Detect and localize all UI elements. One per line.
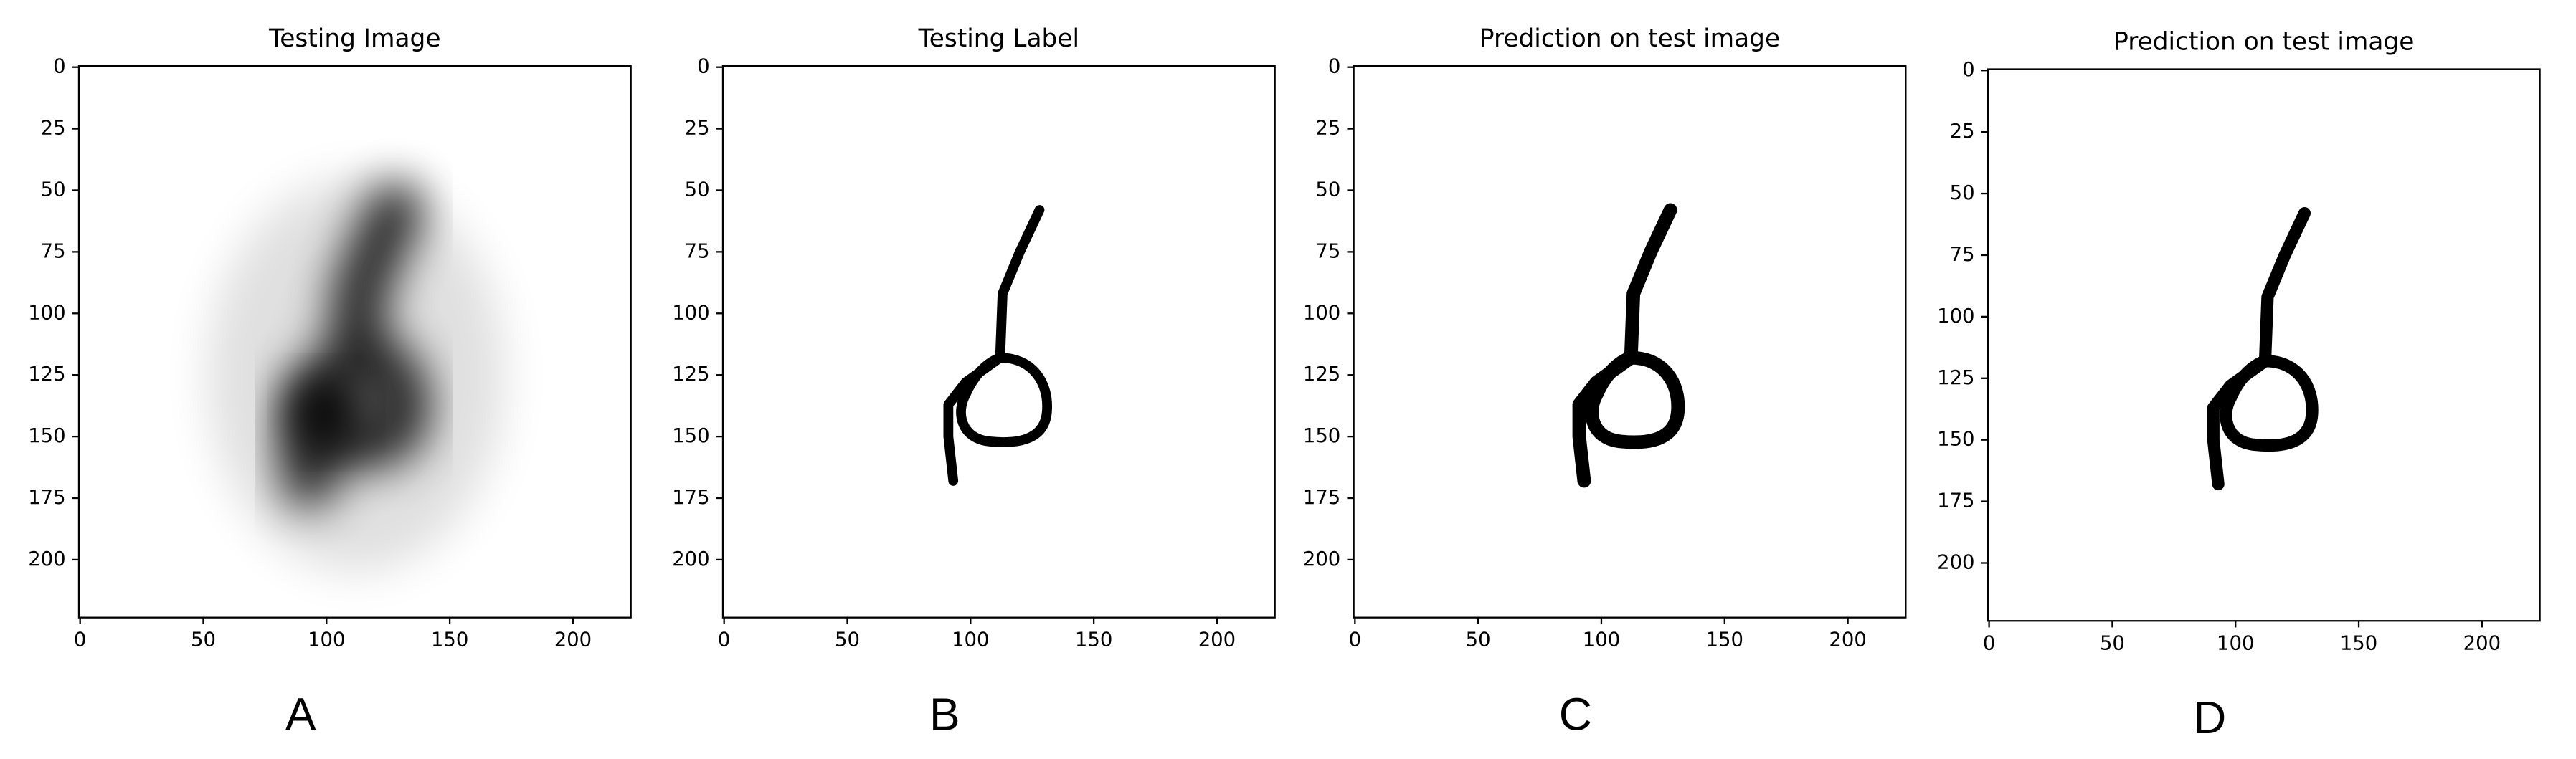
y-tick-label: 75 — [1950, 243, 1975, 266]
panel-title: Prediction on test image — [2113, 27, 2414, 56]
panel: 0 50 100 150 200 0 25 50 75 100 125 150 175 200 Predic… — [1937, 27, 2541, 743]
stroke — [948, 210, 1047, 481]
x-tick-label: 100 — [952, 629, 989, 651]
y-tick-label: 100 — [28, 301, 65, 324]
x-tick-label: 100 — [308, 629, 345, 651]
y-tick-label: 125 — [672, 363, 709, 386]
y-tick-label: 175 — [1937, 490, 1974, 512]
panel: 0 50 100 150 200 0 25 50 75 100 125 150 175 200 Testin… — [672, 24, 1276, 740]
image — [948, 210, 1047, 481]
y-tick-label: 150 — [1937, 428, 1974, 451]
panel-label: D — [2193, 692, 2226, 743]
x-tick-label: 150 — [2340, 631, 2377, 654]
y-tick-label: 100 — [672, 301, 709, 324]
y-tick-label: 125 — [1303, 363, 1340, 386]
y-tick-label: 200 — [28, 548, 65, 571]
blob — [297, 382, 356, 441]
image — [1579, 210, 1678, 481]
axes-frame — [1987, 68, 2541, 622]
image — [208, 178, 504, 573]
y-tick-label: 75 — [1315, 239, 1340, 262]
y-tick-label: 100 — [1303, 301, 1340, 324]
axes-frame — [721, 65, 1276, 619]
y-tick-label: 200 — [1303, 548, 1340, 571]
axes-frame — [77, 65, 632, 619]
y-tick-label: 75 — [41, 239, 66, 262]
x-tick-label: 150 — [431, 629, 468, 651]
y-tick-label: 50 — [1950, 181, 1975, 204]
panel-title: Testing Label — [918, 24, 1079, 53]
x-tick-label: 50 — [1466, 629, 1491, 651]
y-tick-label: 0 — [1328, 55, 1340, 78]
x-tick-label: 50 — [835, 629, 860, 651]
y-tick-label: 100 — [1937, 305, 1974, 328]
y-tick-label: 25 — [1315, 117, 1340, 140]
x-tick-label: 0 — [74, 629, 86, 651]
x-tick-label: 100 — [2217, 631, 2254, 654]
y-tick-label: 200 — [672, 548, 709, 571]
y-tick-label: 125 — [28, 363, 65, 386]
stroke — [1579, 210, 1678, 481]
panel-title: Prediction on test image — [1479, 24, 1780, 53]
x-tick-label: 0 — [718, 629, 730, 651]
y-tick-label: 125 — [1937, 366, 1974, 389]
y-tick-label: 25 — [41, 117, 66, 140]
x-tick-label: 200 — [1829, 629, 1866, 651]
y-tick-label: 200 — [1937, 550, 1974, 573]
y-tick-label: 25 — [1950, 120, 1975, 143]
y-tick-label: 50 — [1315, 178, 1340, 201]
x-tick-label: 100 — [1583, 629, 1620, 651]
axes-frame — [1353, 65, 1907, 619]
x-tick-label: 200 — [554, 629, 592, 651]
panel-label: B — [929, 688, 960, 740]
y-tick-label: 175 — [672, 486, 709, 509]
y-tick-label: 50 — [685, 178, 710, 201]
x-tick-label: 50 — [2100, 631, 2125, 654]
y-tick-label: 150 — [28, 424, 65, 447]
x-tick-label: 200 — [1198, 629, 1236, 651]
y-tick-label: 0 — [697, 55, 709, 78]
y-tick-label: 25 — [685, 117, 710, 140]
y-tick-label: 175 — [28, 486, 65, 509]
x-tick-label: 150 — [1706, 629, 1743, 651]
y-tick-label: 175 — [1303, 486, 1340, 509]
panel-label: C — [1559, 688, 1592, 740]
panel: 0 50 100 150 200 0 25 50 75 100 125 150 175 200 Predic… — [1303, 24, 1907, 740]
panel-title: Testing Image — [268, 24, 440, 53]
y-tick-label: 150 — [672, 424, 709, 447]
panel-label: A — [285, 688, 316, 740]
y-tick-label: 50 — [41, 178, 66, 201]
x-tick-label: 150 — [1075, 629, 1112, 651]
panel: 0 50 100 150 200 0 25 50 75 100 125 150 175 200 Testin… — [28, 24, 632, 740]
x-tick-label: 0 — [1983, 631, 1995, 654]
x-tick-label: 200 — [2463, 631, 2501, 654]
image — [2213, 214, 2312, 484]
x-tick-label: 50 — [191, 629, 216, 651]
y-tick-label: 75 — [685, 239, 710, 262]
y-tick-label: 150 — [1303, 424, 1340, 447]
y-tick-label: 0 — [1962, 58, 1974, 81]
y-tick-label: 0 — [53, 55, 65, 78]
x-tick-label: 0 — [1349, 629, 1361, 651]
stroke — [2213, 214, 2312, 484]
